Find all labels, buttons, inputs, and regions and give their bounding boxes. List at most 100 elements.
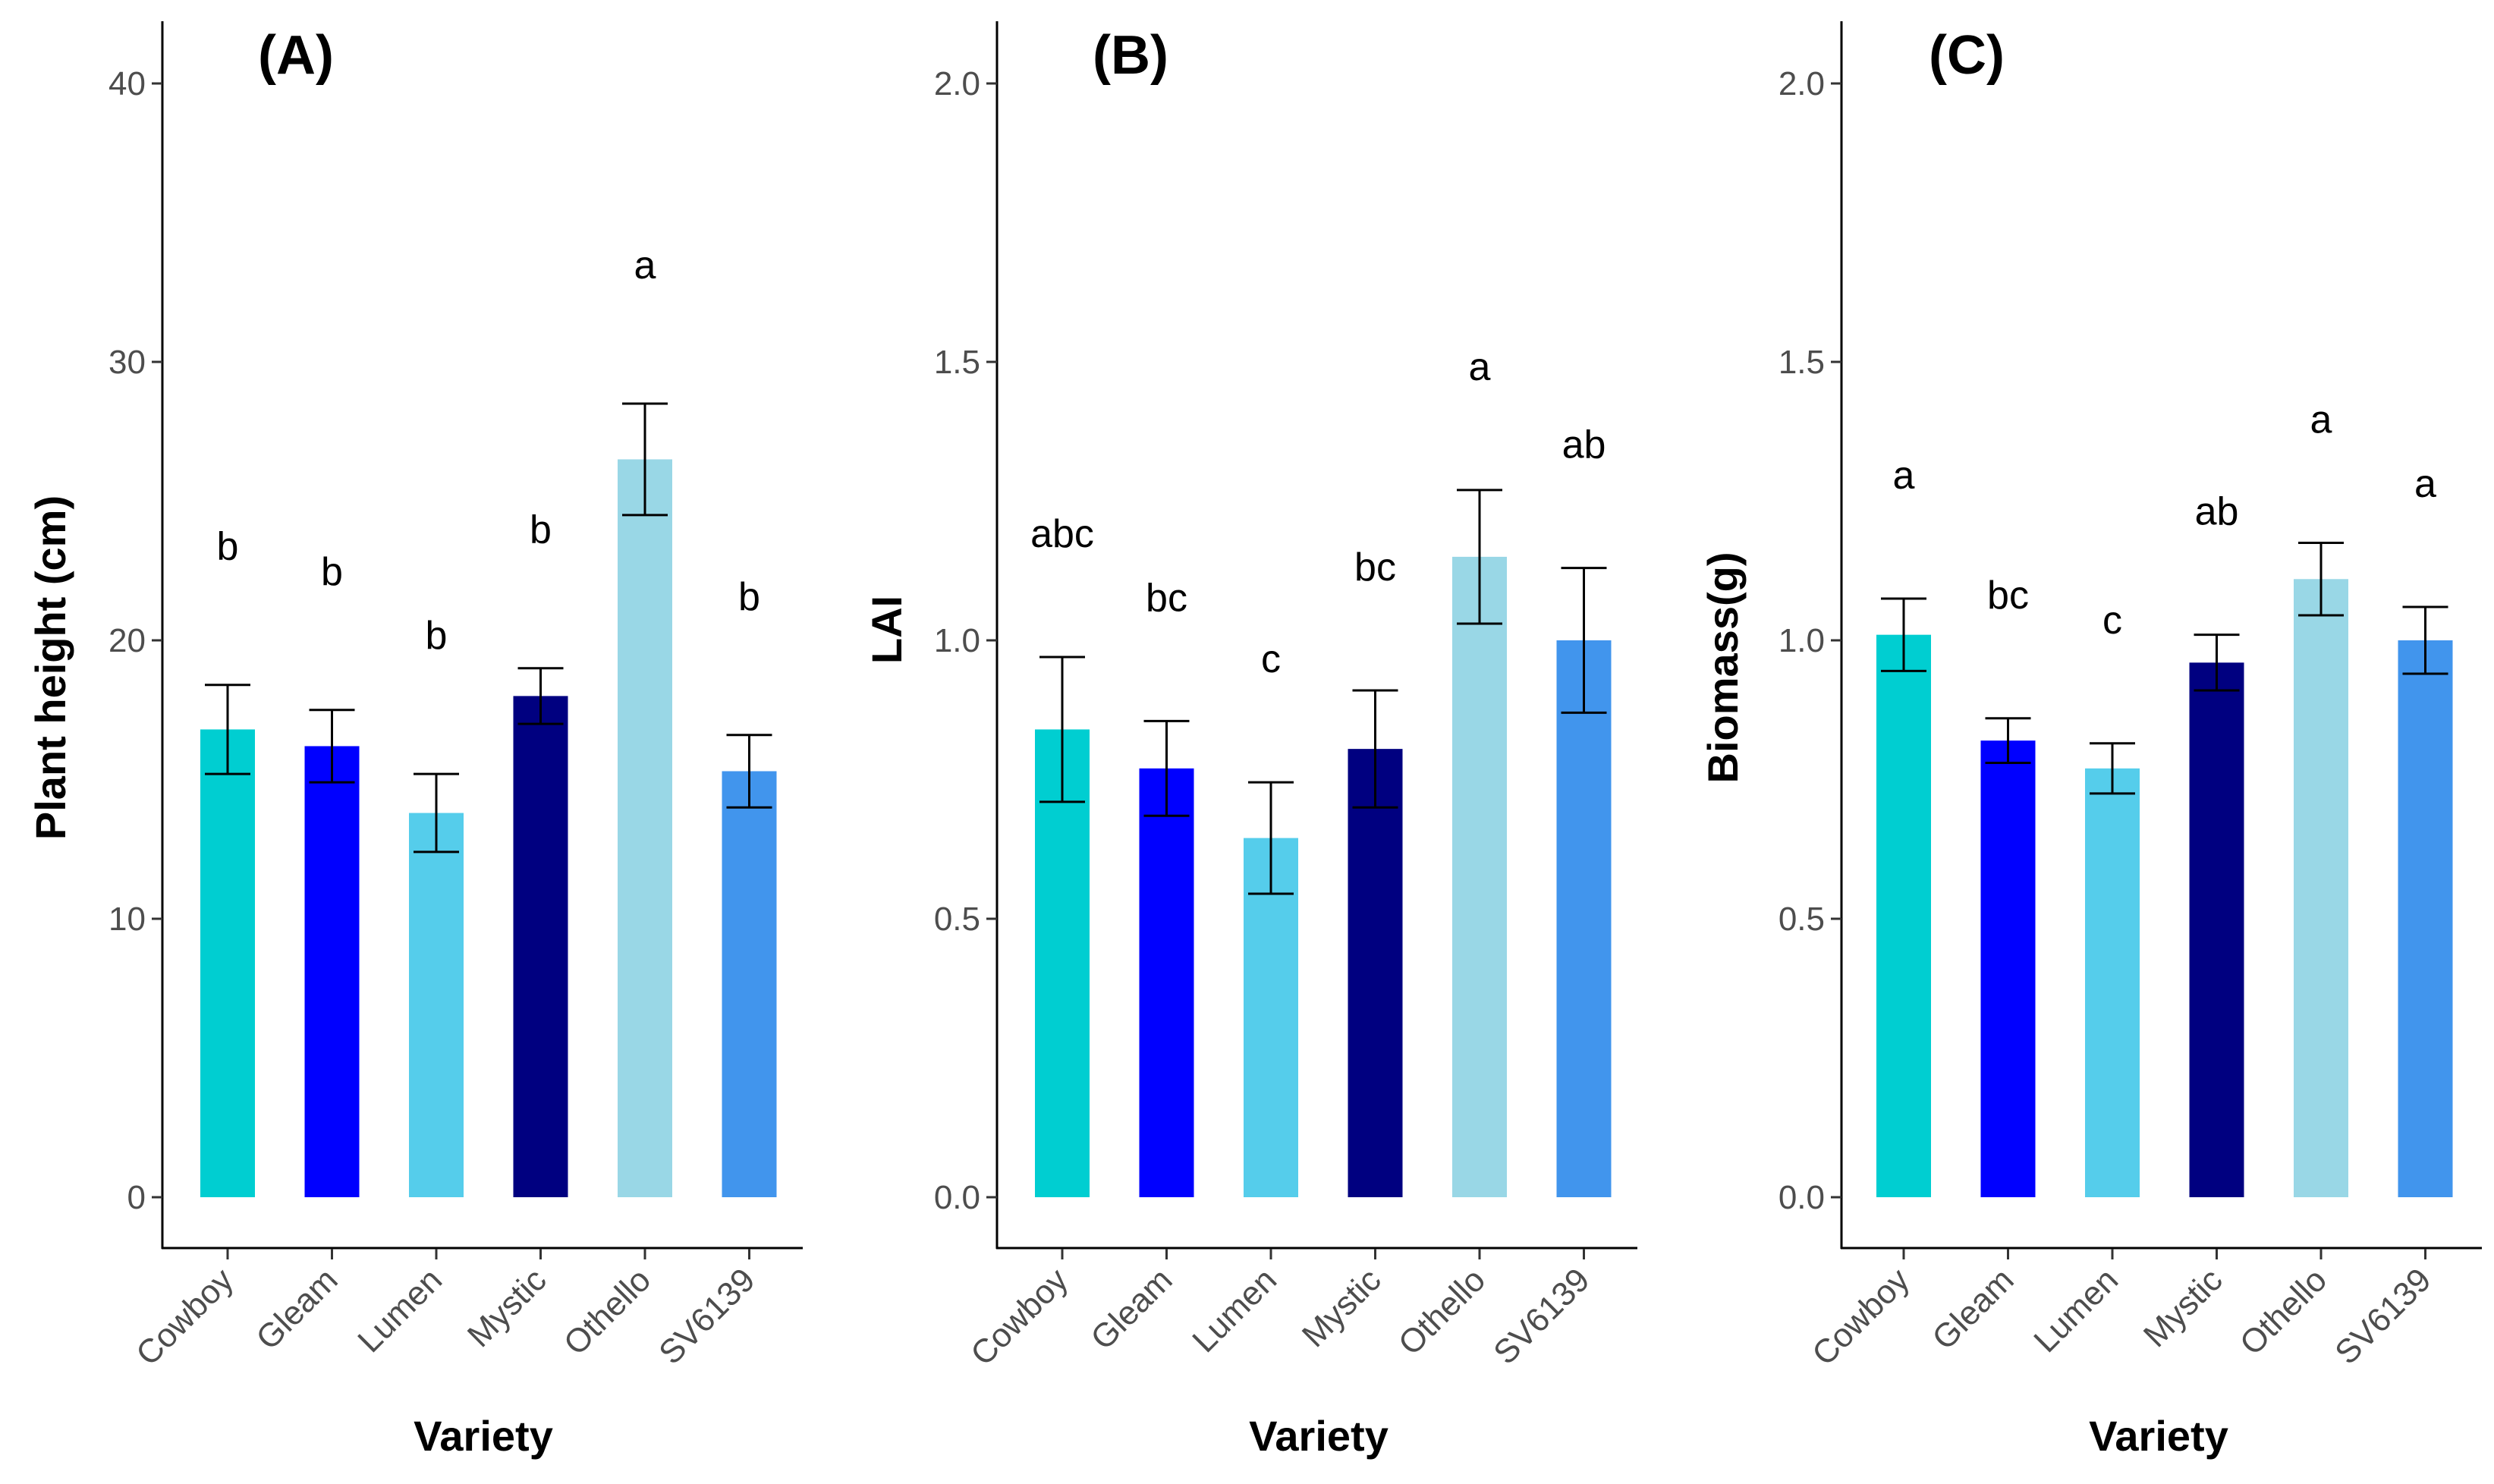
panel-b-letter-sv6139: ab: [1562, 423, 1606, 467]
panel-c: (C) Biomass(g) Variety 0.0 0.5 1.0 1.5 2.0 Co…: [1699, 21, 2482, 1460]
panel-a-error-bar-gleam: [309, 709, 355, 784]
panel-b-letter-lumen: c: [1261, 637, 1281, 681]
panel-b-x-tick-label: Othello: [1392, 1261, 1492, 1362]
panel-c-x-tick-label: Gleam: [1925, 1261, 2021, 1357]
panel-a-letter-gleam: b: [321, 550, 343, 594]
panel-b-bar-sv6139: [1556, 640, 1612, 1197]
panel-b-bar-cowboy: [1035, 729, 1090, 1197]
panel-b-error-bar-cowboy: [1039, 656, 1085, 803]
panel-a-x-tick-label: Lumen: [351, 1261, 449, 1360]
panel-a-y-tick-label: 20: [109, 622, 146, 659]
panel-b-bar-othello: [1452, 556, 1507, 1197]
panel-b-x-tick-label: Gleam: [1083, 1261, 1179, 1357]
panel-c-bar-othello: [2294, 579, 2348, 1197]
panel-b-x-tick-label: Cowboy: [964, 1261, 1075, 1372]
panel-c-x-tick-label: Lumen: [2027, 1261, 2125, 1360]
panel-b-x-tick-label: SV6139: [1486, 1261, 1596, 1371]
panel-b-letter-mystic: bc: [1354, 545, 1396, 590]
panel-c-bar-sv6139: [2398, 640, 2453, 1197]
panel-c-letter-sv6139: a: [2414, 462, 2436, 506]
panel-a-error-bar-sv6139: [726, 734, 772, 809]
panel-a-bar-lumen: [409, 813, 464, 1197]
panel-b-y-tick-label: 0.0: [934, 1179, 980, 1216]
panel-b-y-tick-label: 1.0: [934, 622, 980, 659]
panel-a-letter-sv6139: b: [738, 575, 760, 619]
panel-a-title: (A): [258, 25, 334, 86]
panel-b-y-axis-title: LAI: [863, 596, 910, 664]
panel-a-y-tick-label: 30: [109, 344, 146, 381]
panel-b-error-bar-lumen: [1248, 781, 1294, 895]
panel-b-error-bar-gleam: [1143, 719, 1190, 817]
panel-c-bar-lumen: [2085, 768, 2140, 1197]
panel-c-x-tick-label: Cowboy: [1805, 1261, 1917, 1372]
panel-c-error-bar-sv6139: [2402, 605, 2448, 675]
panel-c-bar-cowboy: [1876, 634, 1931, 1197]
panel-b-y-tick-label: 1.5: [934, 344, 980, 381]
panel-a-bar-othello: [618, 459, 672, 1197]
panel-c-letter-gleam: bc: [1987, 574, 2029, 618]
panel-b-letter-othello: a: [1469, 345, 1491, 389]
panel-c-error-bar-othello: [2298, 542, 2344, 617]
panel-a-y-tick-label: 40: [109, 65, 146, 102]
panel-c-letter-lumen: c: [2102, 599, 2122, 643]
panel-a-y-axis-title: Plant height (cm): [27, 495, 74, 840]
panel-b-x-tick-label: Mystic: [1295, 1261, 1389, 1354]
panel-c-y-tick-label: 2.0: [1779, 65, 1825, 102]
panel-c-bar-mystic: [2189, 662, 2244, 1197]
panel-a-error-bar-cowboy: [205, 684, 250, 775]
panel-b-error-bar-sv6139: [1561, 567, 1607, 714]
panel-c-error-bar-mystic: [2194, 634, 2240, 692]
panel-c-error-bar-gleam: [1985, 717, 2031, 764]
panel-c-x-tick-label: Othello: [2233, 1261, 2334, 1362]
panel-c-bar-gleam: [1980, 740, 2036, 1197]
panel-c-x-axis-title: Variety: [2089, 1412, 2228, 1460]
panel-a-letter-othello: a: [634, 244, 656, 288]
panel-c-y-tick-label: 0.5: [1779, 901, 1825, 938]
panel-a-letter-lumen: b: [426, 614, 448, 658]
panel-b-x-axis-title: Variety: [1249, 1412, 1389, 1460]
panel-a-y-tick-label: 10: [109, 901, 146, 938]
panel-a-x-tick-label: Cowboy: [129, 1261, 241, 1372]
panel-a-x-tick-label: Mystic: [461, 1261, 554, 1354]
panel-a-bar-cowboy: [200, 729, 255, 1197]
panel-a-bar-gleam: [304, 746, 360, 1197]
panel-a-error-bar-lumen: [414, 772, 459, 854]
panel-c-x-tick-label: Mystic: [2137, 1261, 2230, 1354]
panel-c-error-bar-cowboy: [1881, 597, 1926, 672]
panel-b-bar-mystic: [1348, 749, 1403, 1197]
panel-c-x-tick-label: SV6139: [2328, 1261, 2438, 1371]
panel-a-bar-sv6139: [722, 771, 777, 1197]
panel-b-letter-cowboy: abc: [1030, 512, 1094, 556]
panel-a-x-tick-label: SV6139: [652, 1261, 762, 1371]
panel-b-bar-gleam: [1139, 768, 1194, 1197]
panel-c-y-axis-title: Biomass(g): [1699, 552, 1747, 784]
panel-c-error-bar-lumen: [2090, 742, 2135, 795]
panel-c-y-tick-label: 1.0: [1779, 622, 1825, 659]
panel-a-error-bar-mystic: [517, 667, 564, 725]
panel-a: (A) Plant height (cm) Variety 0 10 20 30 40 C…: [27, 21, 803, 1460]
panel-c-letter-othello: a: [2310, 398, 2332, 442]
panel-a-letter-mystic: b: [530, 508, 552, 552]
panel-a-letter-cowboy: b: [217, 525, 239, 569]
panel-a-x-tick-label: Gleam: [249, 1261, 344, 1357]
panel-a-x-axis-title: Variety: [414, 1412, 553, 1460]
panel-b-error-bar-othello: [1457, 489, 1502, 625]
panel-a-error-bar-othello: [622, 402, 668, 517]
panel-b-x-tick-label: Lumen: [1185, 1261, 1284, 1360]
panel-b-error-bar-mystic: [1352, 689, 1398, 809]
panel-a-y-tick-label: 0: [127, 1179, 146, 1216]
panel-b-title: (B): [1093, 25, 1168, 86]
panel-c-letter-cowboy: a: [1893, 454, 1915, 498]
panel-c-letter-mystic: ab: [2195, 490, 2239, 534]
panel-b: (B) LAI Variety 0.0 0.5 1.0 1.5 2.0 Cowboy Gle…: [863, 21, 1637, 1460]
panel-b-y-tick-label: 0.5: [934, 901, 980, 938]
panel-b-bar-lumen: [1244, 838, 1298, 1197]
panel-a-x-tick-label: Othello: [557, 1261, 658, 1362]
panel-b-letter-gleam: bc: [1146, 576, 1187, 620]
panel-a-bar-mystic: [513, 696, 568, 1197]
panel-c-y-tick-label: 1.5: [1779, 344, 1825, 381]
panel-c-title: (C): [1929, 25, 2005, 86]
panel-c-y-tick-label: 0.0: [1779, 1179, 1825, 1216]
panel-b-y-tick-label: 2.0: [934, 65, 980, 102]
